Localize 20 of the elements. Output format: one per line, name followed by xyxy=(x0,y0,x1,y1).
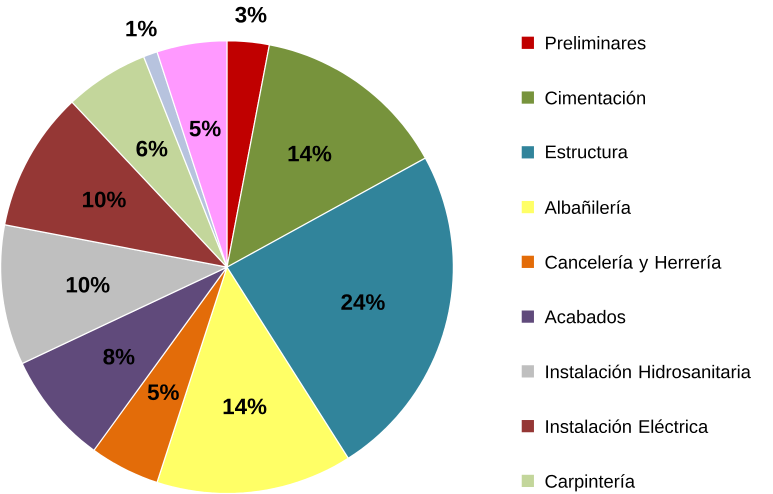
data-label: 1% xyxy=(126,20,157,36)
legend-label: Carpintería xyxy=(545,474,636,492)
legend-label: Cancelería y Herrería xyxy=(545,255,722,272)
data-label: 14% xyxy=(224,398,266,414)
legend-label: Instalación Hidrosanitaria xyxy=(546,364,751,378)
data-label: 8% xyxy=(103,348,134,364)
legend-label: Albañilería xyxy=(544,200,631,214)
legend-label: Cimentación xyxy=(545,90,646,104)
data-label: 5% xyxy=(190,120,221,136)
legend-label: Acabados xyxy=(544,310,626,324)
data-label: 3% xyxy=(235,6,266,23)
legend-label: Estructura xyxy=(546,145,628,158)
data-label: 10% xyxy=(83,192,126,208)
legend-label: Preliminares xyxy=(546,36,646,50)
data-label: 14% xyxy=(288,146,332,162)
data-label: 6% xyxy=(136,140,168,156)
data-label: 10% xyxy=(66,276,110,293)
legend-label: Instalación Eléctrica xyxy=(546,419,708,433)
data-label: 5% xyxy=(148,384,179,400)
data-label: 24% xyxy=(341,294,385,310)
